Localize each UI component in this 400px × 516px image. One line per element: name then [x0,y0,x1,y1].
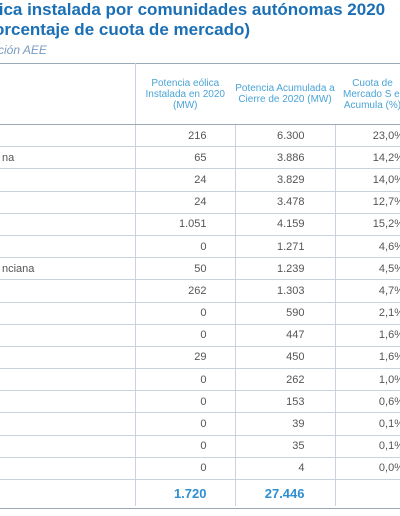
accumulated-cell: 3.886 [235,146,336,170]
installed-cell: 0 [135,324,236,347]
installed-cell: 262 [135,279,236,303]
header-row: Potencia eólica Instalada en 2020 (MW) P… [0,63,400,125]
installed-cell: 1.720 [135,479,236,506]
region-cell [0,124,136,148]
region-cell [0,168,136,192]
share-cell: 1,6% [335,346,400,370]
table-body: 2166.30023,0%na653.88614,2%243.82914,0%2… [0,124,400,506]
header-accumulated: Potencia Acumulada a Cierre de 2020 (MW) [235,63,335,125]
bottom-rule [0,508,400,509]
region-cell [0,235,136,259]
accumulated-cell: 447 [235,324,336,347]
title-line-2: orcentaje de cuota de mercado) [0,20,251,39]
share-cell: 14,2% [335,146,400,170]
wind-power-table: Potencia eólica Instalada en 2020 (MW) P… [0,63,400,506]
installed-cell: 216 [135,124,236,148]
region-cell [0,324,136,347]
accumulated-cell: 262 [235,368,336,392]
header-region [0,63,136,125]
installed-cell: 0 [135,235,236,259]
accumulated-cell: 4 [235,457,336,481]
share-cell: 1,0% [335,368,400,392]
share-cell: 15,2% [335,213,400,236]
share-cell: 0,0% [335,457,400,481]
region-cell [0,390,136,414]
installed-cell: 24 [135,191,236,214]
accumulated-cell: 35 [235,435,336,458]
installed-cell: 0 [135,302,236,325]
installed-cell: 29 [135,346,236,370]
table-row: 040,0% [0,457,400,481]
installed-cell: 1.051 [135,213,236,236]
share-cell: 4,6% [335,235,400,259]
accumulated-cell: 1.303 [235,279,336,303]
accumulated-cell: 1.239 [235,257,336,281]
region-cell [0,412,136,436]
header-share: Cuota de Mercado S el Acumula (%) [335,63,400,125]
region-cell [0,435,136,458]
accumulated-cell: 39 [235,412,336,436]
accumulated-cell: 3.478 [235,191,336,214]
installed-cell: 0 [135,412,236,436]
share-cell: 14,0% [335,168,400,192]
installed-cell: 0 [135,368,236,392]
accumulated-cell: 450 [235,346,336,370]
accumulated-cell: 153 [235,390,336,414]
share-cell: 0,1% [335,435,400,458]
share-cell: 4,5% [335,257,400,281]
installed-cell: 0 [135,435,236,458]
region-cell: nciana [0,257,136,281]
region-cell: na [0,146,136,170]
region-cell [0,302,136,325]
installed-cell: 24 [135,168,236,192]
share-cell: 4,7% [335,279,400,303]
region-cell [0,368,136,392]
accumulated-cell: 27.446 [235,479,336,506]
source-note: ción AEE [0,43,47,57]
table-title: lica instalada por comunidades autónomas… [0,0,400,40]
share-cell: 1,6% [335,324,400,347]
share-cell: 0,1% [335,412,400,436]
total-row: 1.720 27.446 [0,479,400,506]
share-cell: 0,6% [335,390,400,414]
region-cell [0,457,136,481]
share-cell: 2,1% [335,302,400,325]
share-cell [335,479,400,506]
share-cell: 12,7% [335,191,400,214]
share-cell: 23,0% [335,124,400,148]
accumulated-cell: 6.300 [235,124,336,148]
region-cell [0,479,136,506]
accumulated-cell: 3.829 [235,168,336,192]
region-cell [0,213,136,236]
title-line-1: lica instalada por comunidades autónomas… [0,0,386,19]
accumulated-cell: 590 [235,302,336,325]
installed-cell: 0 [135,390,236,414]
header-installed: Potencia eólica Instalada en 2020 (MW) [135,63,235,125]
region-cell [0,346,136,370]
installed-cell: 50 [135,257,236,281]
installed-cell: 65 [135,146,236,170]
accumulated-cell: 1.271 [235,235,336,259]
region-cell [0,191,136,214]
installed-cell: 0 [135,457,236,481]
region-cell [0,279,136,303]
accumulated-cell: 4.159 [235,213,336,236]
